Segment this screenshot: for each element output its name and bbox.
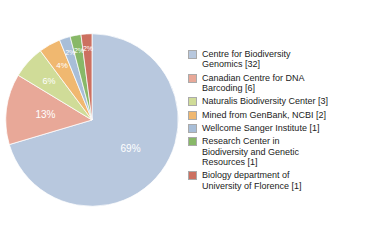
html-text:Research Center in Biodiversit: Research Center in Biodiversity and Gene…: [202, 136, 300, 167]
html-text:Canadian Centre for DNA Barcod: Canadian Centre for DNA Barcoding [6]: [202, 72, 305, 93]
svg-text:13%: 13%: [35, 109, 55, 120]
svg-text:69%: 69%: [121, 143, 141, 154]
svg-text:2%: 2%: [65, 48, 76, 56]
html-text:Mined from GenBank, NCBI [2]: Mined from GenBank, NCBI [2]: [202, 109, 327, 120]
html-text:Biology department of Universi: Biology department of University of Flor…: [202, 170, 302, 191]
svg-text:2%: 2%: [83, 45, 93, 52]
html-text:Centre for Biodiversity Genomi: Centre for Biodiversity Genomics [32]: [202, 48, 291, 70]
svg-text:2%: 2%: [73, 46, 84, 54]
svg-text:6%: 6%: [43, 76, 56, 86]
html-text:Wellcome Sanger Institute [1]: Wellcome Sanger Institute [1]: [202, 123, 320, 133]
svg-text:4%: 4%: [56, 61, 68, 70]
html-text:Naturalis Biodiversity Center: Naturalis Biodiversity Center [3]: [202, 96, 329, 107]
